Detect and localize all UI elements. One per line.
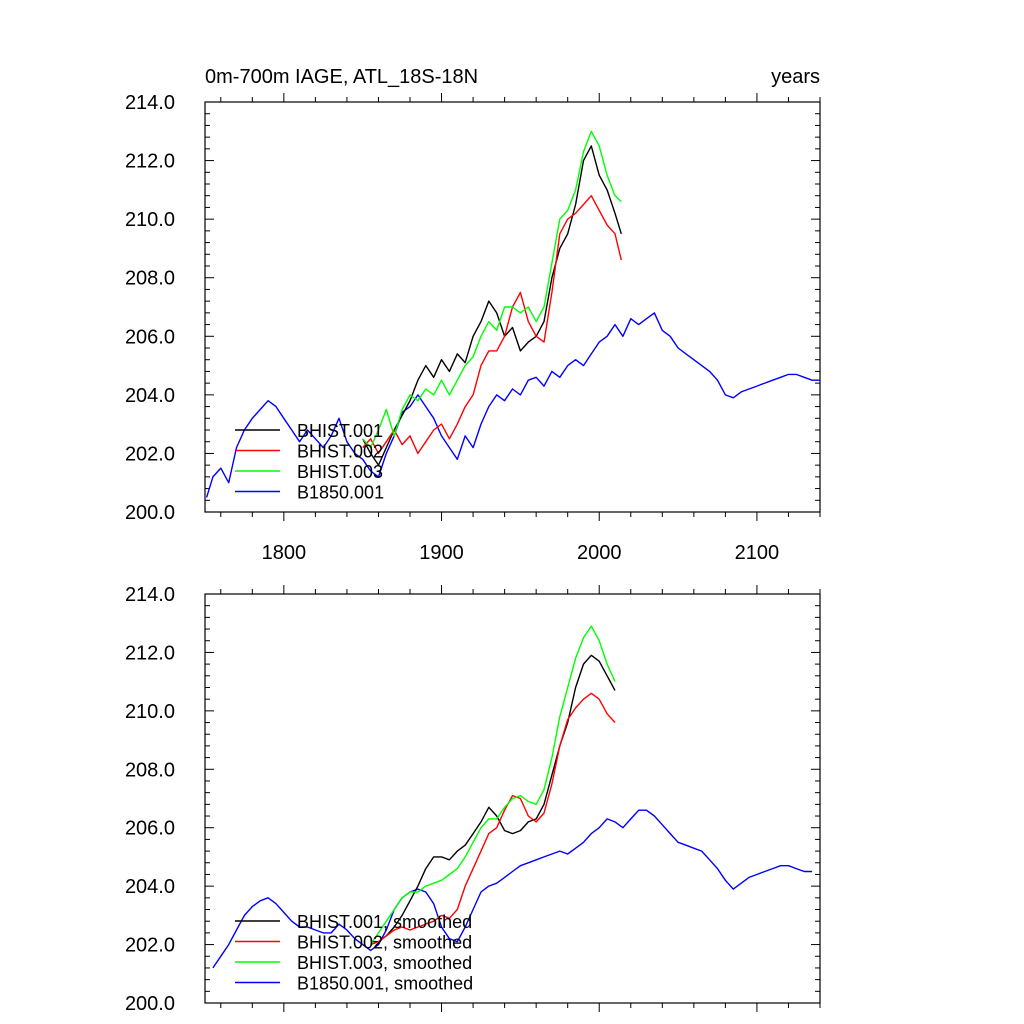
- y-tick-label: 208.0: [125, 268, 175, 290]
- series-line-b1850-001: [205, 312, 820, 498]
- y-tick-label: 200.0: [125, 993, 175, 1015]
- series-line-bhist-001: [362, 145, 622, 466]
- legend-label: B1850.001, smoothed: [297, 974, 473, 994]
- y-tick-label: 210.0: [125, 209, 175, 231]
- legend-label: BHIST.001, smoothed: [297, 912, 472, 932]
- series-line-bhist-003-smoothed: [370, 625, 616, 945]
- bottom-panel: 200.0 202.0 204.0 206.0 208.0 210.0 212.0 214.0…: [125, 584, 821, 1015]
- y-tick-label: 206.0: [125, 818, 175, 840]
- y-tick-label: 212.0: [125, 642, 175, 664]
- legend-label: BHIST.001: [297, 421, 383, 441]
- y-tick-label: 204.0: [125, 876, 175, 898]
- y-tick-label: 208.0: [125, 759, 175, 781]
- x-tick-label: 1900: [419, 542, 464, 564]
- y-tick-label: 214.0: [125, 584, 175, 606]
- y-tick-label: 210.0: [125, 701, 175, 723]
- series-line-bhist-001-smoothed: [370, 654, 616, 943]
- y-tick-label: 204.0: [125, 385, 175, 407]
- y-tick-label: 202.0: [125, 935, 175, 957]
- plot-frame: [204, 101, 821, 513]
- legend-label: BHIST.003, smoothed: [297, 953, 472, 973]
- y-tick-label: 200.0: [125, 502, 175, 524]
- x-tick-label: 2000: [577, 542, 622, 564]
- series-line-b1850-001-smoothed: [212, 809, 813, 969]
- x-tick-label: 1800: [262, 542, 307, 564]
- series-line-bhist-002: [362, 195, 622, 455]
- y-tick-label: 214.0: [125, 92, 175, 114]
- series-line-bhist-002-smoothed: [370, 692, 616, 946]
- y-tick-label: 206.0: [125, 326, 175, 348]
- top-panel: 200.0 202.0 204.0 206.0 208.0 210.0 212.0 214.0…: [125, 92, 821, 564]
- legend-label: BHIST.002: [297, 442, 383, 462]
- x-tick-label: 2100: [735, 542, 780, 564]
- y-tick-label: 202.0: [125, 443, 175, 465]
- series-line-bhist-003: [362, 130, 622, 449]
- legend-label: BHIST.002, smoothed: [297, 933, 472, 953]
- plot-frame: [204, 593, 821, 1004]
- y-tick-label: 212.0: [125, 151, 175, 173]
- legend-label: BHIST.003: [297, 462, 383, 482]
- legend-label: B1850.001: [297, 483, 384, 503]
- chart-title: 0m-700m IAGE, ATL_18S-18N: [205, 66, 478, 88]
- chart-units: years: [771, 66, 820, 88]
